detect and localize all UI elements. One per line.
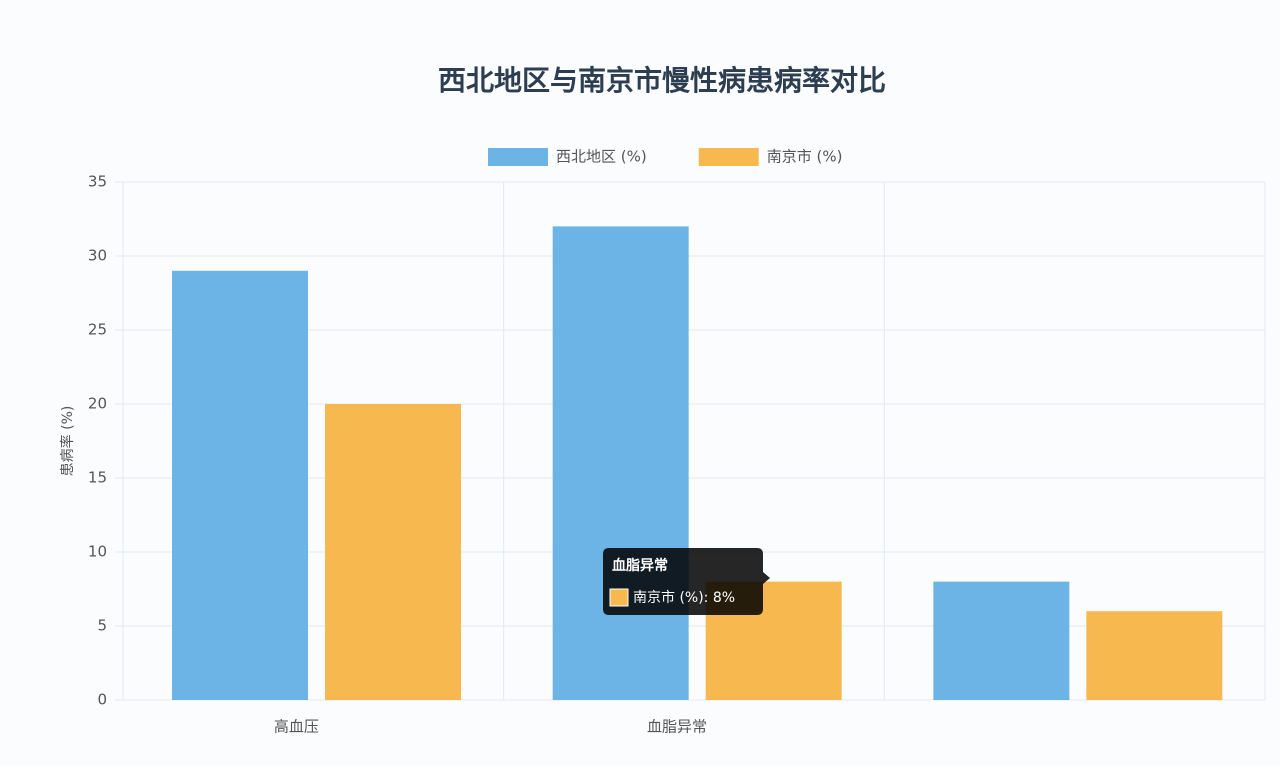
- tooltip-title: 血脂异常: [612, 557, 668, 574]
- legend-label: 西北地区 (%): [556, 148, 647, 166]
- bar: [552, 226, 689, 700]
- x-tick-label: 血脂异常: [647, 718, 707, 736]
- y-tick-label: 0: [97, 691, 107, 709]
- legend-swatch: [698, 148, 759, 166]
- tooltip-box: [603, 548, 770, 615]
- bar: [1086, 611, 1223, 700]
- y-tick-label: 25: [88, 321, 107, 339]
- bar: [933, 581, 1070, 700]
- y-tick-label: 10: [88, 543, 107, 561]
- legend-label: 南京市 (%): [767, 148, 843, 166]
- bar: [325, 404, 461, 700]
- y-tick-label: 35: [88, 173, 107, 191]
- y-tick-label: 20: [88, 395, 107, 413]
- y-tick-label: 5: [97, 617, 107, 635]
- tooltip-swatch: [609, 588, 629, 607]
- chart-title: 西北地区与南京市慢性病患病率对比: [438, 64, 886, 97]
- y-tick-label: 30: [88, 247, 107, 265]
- y-axis-label: 患病率 (%): [59, 406, 76, 477]
- y-tick-label: 15: [88, 469, 107, 487]
- legend-swatch: [488, 148, 548, 166]
- tooltip-text: 南京市 (%): 8%: [633, 589, 735, 606]
- bar: [172, 270, 308, 700]
- x-tick-label: 高血压: [274, 718, 319, 736]
